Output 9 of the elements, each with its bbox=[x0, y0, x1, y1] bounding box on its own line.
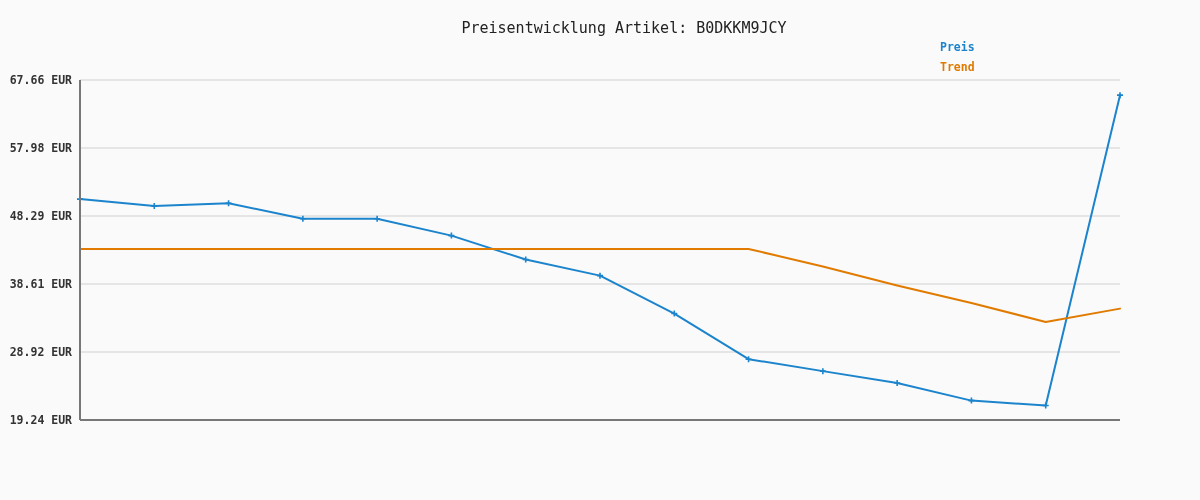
text: Preis bbox=[940, 40, 975, 54]
chart-title: Preisentwicklung Artikel: B0DKKM9JCY bbox=[461, 19, 787, 37]
y-tick-label: 57.98 EUR bbox=[9, 141, 73, 155]
y-tick-label: 48.29 EUR bbox=[9, 209, 73, 224]
y-tick-label: 28.92 EUR bbox=[9, 345, 73, 360]
y-tick-label: 38.61 EUR bbox=[9, 277, 73, 292]
y-tick-label: 19.24 EUR bbox=[9, 413, 73, 428]
text: Trend bbox=[940, 60, 975, 74]
y-tick-label: 67.66 EUR bbox=[9, 73, 73, 88]
